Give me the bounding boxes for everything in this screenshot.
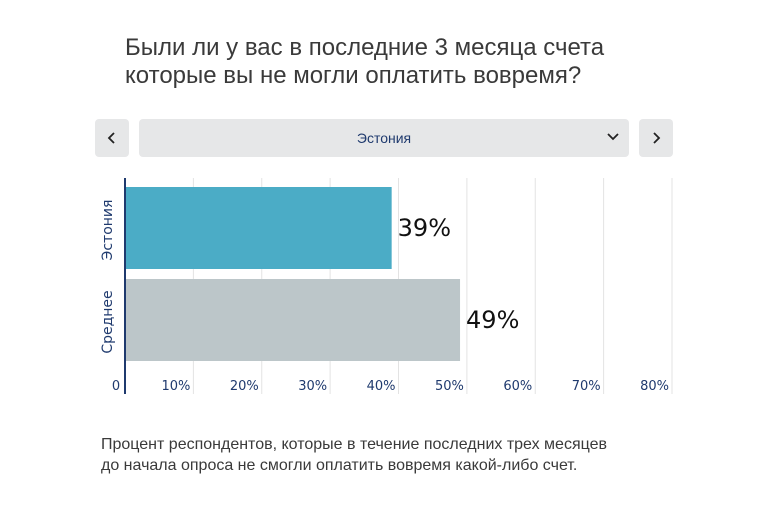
x-tick-label-5: 50% [435, 379, 464, 394]
footnote: Процент респондентов, которые в течение … [101, 434, 721, 476]
chevron-down-icon [607, 133, 619, 141]
chart-title-line-2: которые вы не могли оплатить вовремя? [125, 62, 582, 89]
x-tick-label-8: 80% [640, 379, 669, 394]
bar-chart: 39% Эстония 49% Среднее 0 10% 20% 30% 40% 50% 60% 7… [100, 178, 673, 394]
x-tick-label-2: 20% [230, 379, 259, 394]
bar-average [125, 279, 461, 361]
chevron-left-icon [107, 132, 115, 144]
footnote-line-2: до начала опроса не смогли оплатить вовр… [101, 457, 578, 474]
x-tick-label-7: 70% [572, 379, 601, 394]
chart-title-line-1: Были ли у вас в последние 3 месяца счета [125, 34, 605, 61]
next-country-button[interactable] [639, 119, 673, 157]
category-label-average: Среднее [100, 290, 116, 353]
country-select-value: Эстония [356, 130, 412, 146]
bar-country [125, 187, 392, 269]
data-label-average: 49% [466, 306, 519, 334]
data-label-country: 39% [398, 214, 451, 242]
x-tick-label-1: 10% [161, 379, 190, 394]
previous-country-button[interactable] [95, 119, 129, 157]
footnote-line-1: Процент респондентов, которые в течение … [101, 436, 607, 453]
chevron-right-icon [653, 132, 661, 144]
category-label-country: Эстония [100, 200, 116, 261]
x-tick-label-6: 60% [503, 379, 532, 394]
x-tick-label-4: 40% [367, 379, 396, 394]
x-tick-label-0: 0 [112, 379, 120, 394]
country-select[interactable]: Эстония [139, 119, 629, 157]
chart-title: Были ли у вас в последние 3 месяца счета… [125, 34, 725, 90]
x-tick-label-3: 30% [298, 379, 327, 394]
